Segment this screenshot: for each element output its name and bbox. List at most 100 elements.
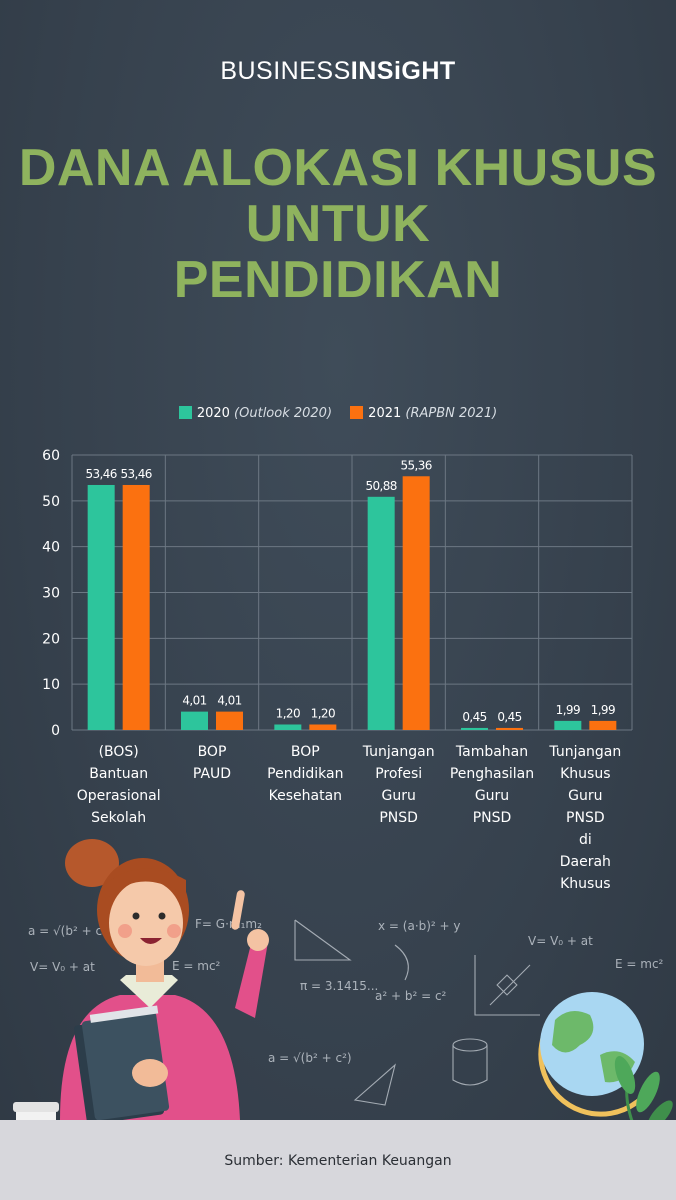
legend-sublabel-2020: (Outlook 2020)	[234, 406, 333, 421]
globe-land-1	[552, 1011, 594, 1053]
cylinder-top-sketch	[452, 1038, 488, 1052]
title-line-2: UNTUK	[245, 195, 431, 253]
bar-value-label: 53,46	[120, 467, 151, 481]
page-title: DANA ALOKASI KHUSUS UNTUK PENDIDIKAN	[0, 140, 676, 308]
x-category-label: Guru	[568, 788, 602, 804]
legend-label-2020: 2020	[196, 406, 230, 421]
teacher-hand	[247, 929, 269, 951]
triangle-sketch	[294, 919, 352, 961]
block-sketch	[496, 974, 518, 996]
title-line-1: DANA ALOKASI KHUSUS	[18, 139, 658, 197]
y-tick-label: 60	[42, 448, 60, 464]
bar-value-label: 50,88	[365, 479, 396, 493]
incline-sketch	[489, 964, 531, 1006]
chalk-sketches	[294, 919, 540, 1106]
bar-2021	[589, 720, 617, 730]
teacher-face	[109, 880, 183, 966]
brand-part-1: BUSINESS	[220, 57, 351, 85]
y-tick-label: 30	[42, 586, 60, 602]
bar-value-label: 4,01	[182, 694, 206, 708]
bar-value-label: 53,46	[85, 467, 116, 481]
teacher-eye-left	[132, 912, 140, 920]
teacher-cheek-left	[118, 924, 132, 938]
bar-2020	[461, 727, 488, 730]
bar-value-label: 1,20	[276, 707, 300, 721]
legend-label-2021: 2021	[368, 406, 402, 421]
formula-1: a = √(b² + c²)	[28, 924, 112, 938]
formula-10: a = √(b² + c²)	[268, 1051, 352, 1065]
x-category-label: PNSD	[473, 810, 512, 826]
set-square-sketch	[353, 1063, 396, 1106]
x-category-label: PNSD	[379, 810, 418, 826]
bar-2020	[87, 484, 115, 730]
bar-2021	[309, 724, 337, 730]
teacher-eye-right	[158, 912, 166, 920]
x-category-label: Daerah	[560, 854, 611, 870]
bar-value-label: 1,20	[311, 707, 335, 721]
x-category-label: Pendidikan	[267, 766, 343, 782]
bar-chart: 0 10 20 30 40 50 60 53,46 53,46 (BOS) Bantuan Opera…	[42, 448, 633, 892]
arrow-sketch	[394, 944, 409, 981]
bar-value-label: 0,45	[462, 710, 486, 724]
bar-2021	[216, 711, 243, 730]
axes-sketch	[474, 955, 540, 1016]
legend-swatch-2020	[178, 406, 192, 419]
x-category-label: Kesehatan	[269, 788, 342, 804]
x-category-label: Guru	[475, 788, 509, 804]
formula-4: E = mc²	[172, 959, 221, 973]
bar-value-label: 0,45	[497, 710, 521, 724]
formula-3: F= G·m₁m₂	[195, 917, 262, 931]
formula-7: E = mc²	[615, 957, 664, 971]
teacher-finger	[231, 890, 245, 930]
teacher-collar	[120, 975, 178, 1008]
x-category-label: Penghasilan	[450, 766, 534, 782]
formula-6: V= V₀ + at	[528, 934, 593, 948]
x-category-label: Tambahan	[455, 744, 528, 760]
bar-2021	[122, 484, 150, 730]
x-category-label: BOP	[291, 744, 320, 760]
x-category-label: PAUD	[193, 766, 231, 782]
bar-value-label: 1,99	[591, 703, 615, 717]
legend-swatch-2021	[350, 406, 364, 419]
x-category-label: PNSD	[566, 810, 605, 826]
x-category-label: Profesi	[375, 766, 422, 782]
y-tick-label: 20	[42, 631, 60, 647]
source-note: Sumber: Kementerian Keuangan	[224, 1153, 452, 1169]
x-category-label: di	[579, 832, 592, 848]
chalk-formulas: a = √(b² + c²) V= V₀ + at F= G·m₁m₂ E = …	[28, 917, 664, 1065]
teacher-book-pages	[89, 1005, 159, 1023]
bar-value-label: 55,36	[400, 458, 431, 472]
x-category-label: Tunjangan	[362, 744, 435, 760]
formula-8: π = 3.1415...	[300, 979, 378, 993]
teacher-illustration	[60, 839, 269, 1125]
formula-2: V= V₀ + at	[30, 960, 95, 974]
teacher-hair-bun	[65, 839, 119, 887]
bar-2021	[402, 476, 430, 730]
bar-value-label: 1,99	[556, 703, 580, 717]
bar-2020	[367, 496, 395, 730]
y-tick-label: 50	[42, 494, 60, 510]
brand-logo: BUSINESSINSiGHT	[0, 57, 676, 86]
x-category-label: Khusus	[560, 876, 610, 892]
teacher-raised-sleeve	[235, 940, 268, 1018]
teacher-cheek-right	[167, 924, 181, 938]
x-category-label: Guru	[381, 788, 415, 804]
bar-2021	[496, 727, 523, 730]
x-category-label: (BOS)	[99, 744, 139, 760]
x-category-label: BOP	[198, 744, 227, 760]
bar-2020	[181, 711, 208, 730]
legend-item-2021: 2021 (RAPBN 2021)	[350, 406, 497, 421]
x-category-label: Tunjangan	[548, 744, 621, 760]
y-tick-label: 10	[42, 677, 60, 693]
brand-part-2: INSiGHT	[350, 57, 456, 85]
bar-2020	[554, 720, 582, 730]
bar-2020	[274, 724, 302, 730]
formula-5: x = (a·b)² + y	[378, 919, 461, 933]
teacher-book	[81, 1011, 170, 1121]
teacher-hand-holding-book	[132, 1059, 168, 1087]
title-line-3: PENDIDIKAN	[173, 251, 503, 309]
formula-9: a² + b² = c²	[375, 989, 447, 1003]
x-category-label: Sekolah	[91, 810, 146, 826]
x-category-label: Bantuan	[89, 766, 148, 782]
